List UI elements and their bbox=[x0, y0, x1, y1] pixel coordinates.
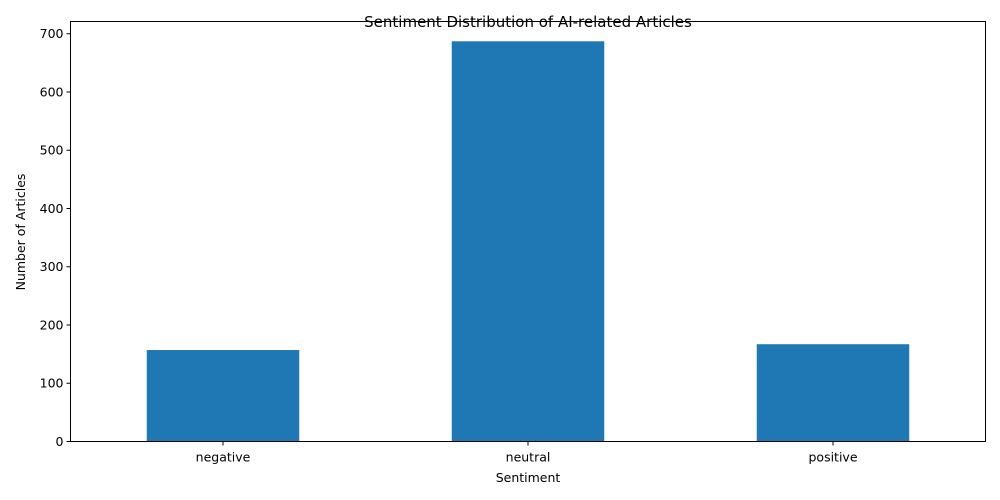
y-tick-label: 700 bbox=[40, 26, 64, 41]
bar-neutral bbox=[451, 41, 605, 442]
y-axis-ticks: 0 100 200 300 400 500 600 700 bbox=[40, 26, 71, 449]
y-tick-label: 100 bbox=[40, 376, 64, 391]
bars-group bbox=[146, 41, 910, 442]
y-axis-title: Number of Articles bbox=[13, 174, 28, 291]
y-tick-label: 0 bbox=[56, 434, 64, 449]
x-axis-title: Sentiment bbox=[496, 470, 561, 485]
y-tick-label: 300 bbox=[40, 259, 64, 274]
bar-positive bbox=[756, 344, 910, 442]
x-axis-ticks: negative neutral positive bbox=[196, 441, 858, 465]
x-tick-label: positive bbox=[808, 450, 857, 465]
y-tick-label: 500 bbox=[40, 143, 64, 158]
x-tick-label: neutral bbox=[506, 450, 551, 465]
y-tick-label: 200 bbox=[40, 317, 64, 332]
x-tick-label: negative bbox=[196, 450, 251, 465]
bar-negative bbox=[146, 350, 300, 442]
plot-frame bbox=[70, 21, 986, 442]
y-tick-label: 400 bbox=[40, 201, 64, 216]
y-tick-label: 600 bbox=[40, 84, 64, 99]
